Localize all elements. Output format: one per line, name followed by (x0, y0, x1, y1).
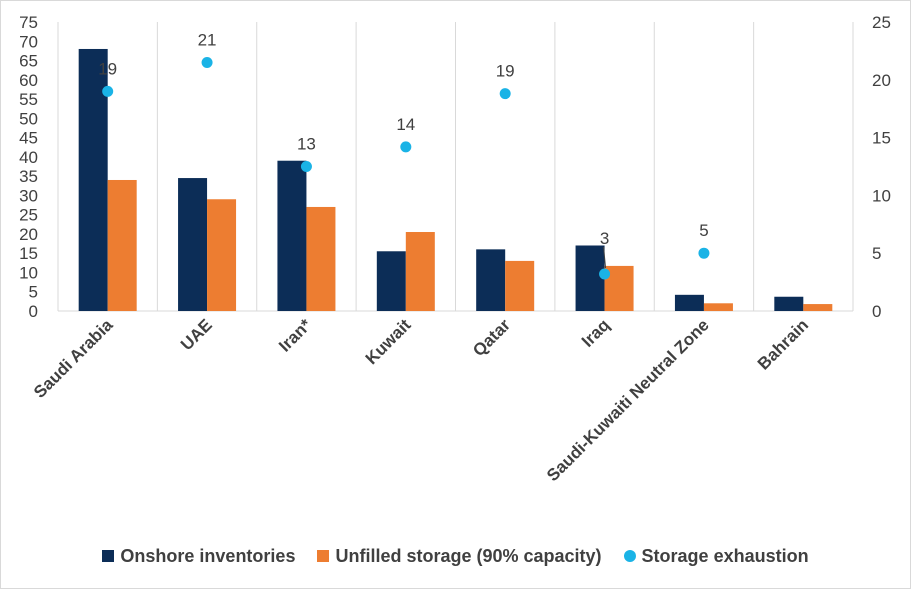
data-label-storage-exhaustion: 13 (297, 135, 316, 154)
legend-swatch-unfilled (317, 550, 330, 562)
bar-onshore-inventories (674, 294, 704, 311)
category-axis-labels: Saudi Arabia UAE Iran* Kuwait Qatar IraqSaudi… (30, 315, 812, 485)
data-label-storage-exhaustion: 3 (600, 229, 609, 248)
legend-item-exhaustion: Storage exhaustion (623, 545, 809, 567)
data-label-storage-exhaustion: 19 (496, 62, 515, 81)
data-label-leader-line (603, 246, 607, 269)
left-axis-tick-label: 40 (19, 148, 38, 167)
bar-unfilled-storage (405, 232, 435, 311)
left-axis-tick-label: 20 (19, 225, 38, 244)
bar-onshore-inventories (575, 245, 605, 311)
legend-label-exhaustion: Storage exhaustion (641, 545, 809, 566)
category-label: Iraq (578, 315, 613, 350)
category-label: Iran* (275, 315, 315, 355)
left-axis-tick-label: 35 (19, 167, 38, 186)
left-axis-tick-label: 5 (29, 283, 38, 302)
legend-swatch-onshore (102, 550, 115, 562)
left-axis-tick-label: 70 (19, 32, 38, 51)
scatter-series (102, 56, 710, 280)
category-label: UAE (177, 315, 216, 354)
right-axis-tick-label: 5 (872, 244, 881, 263)
storage-exhaustion-point (102, 85, 114, 97)
bar-unfilled-storage (306, 206, 336, 311)
bar-unfilled-storage (107, 179, 137, 311)
category-label: Qatar (469, 315, 514, 360)
data-label-storage-exhaustion: 14 (396, 115, 415, 134)
right-axis-tick-label: 10 (872, 186, 891, 205)
bar-unfilled-storage (505, 260, 535, 311)
bar-unfilled-storage (703, 303, 733, 311)
category-label: Kuwait (362, 315, 415, 368)
left-axis-tick-label: 50 (19, 109, 38, 128)
data-label-storage-exhaustion: 21 (198, 30, 217, 49)
right-axis-tick-labels: 0 5 10 15 20 25 (872, 13, 891, 321)
storage-exhaustion-point (599, 268, 611, 280)
left-axis-tick-label: 10 (19, 263, 38, 282)
data-label-storage-exhaustion: 5 (699, 221, 708, 240)
legend-item-onshore: Onshore inventories (102, 546, 295, 567)
category-label: Saudi Arabia (30, 315, 117, 402)
right-axis-tick-label: 20 (872, 71, 891, 90)
legend: Onshore inventories Unfilled storage (90… (0, 543, 911, 569)
left-axis-tick-label: 25 (19, 206, 38, 225)
legend-item-unfilled: Unfilled storage (90% capacity) (317, 545, 602, 567)
right-axis-tick-label: 15 (872, 129, 891, 148)
category-label: Saudi-Kuwaiti Neutral Zone (543, 315, 713, 485)
grid-lines (57, 22, 854, 312)
left-axis-tick-label: 15 (19, 244, 38, 263)
data-label-storage-exhaustion: 19 (98, 59, 117, 78)
legend-label-onshore: Onshore inventories (120, 545, 296, 566)
left-axis-tick-label: 55 (19, 90, 38, 109)
bar-onshore-inventories (376, 251, 406, 311)
legend-label-unfilled: Unfilled storage (90% capacity) (335, 545, 602, 566)
bar-unfilled-storage (207, 199, 237, 311)
left-axis-tick-label: 60 (19, 71, 38, 90)
storage-exhaustion-point (300, 161, 312, 172)
storage-exhaustion-point (698, 247, 710, 259)
category-label: Bahrain (754, 315, 812, 373)
storage-exhaustion-point (499, 88, 511, 100)
left-axis-tick-label: 65 (19, 52, 38, 71)
left-axis-tick-label: 30 (19, 186, 38, 205)
left-axis-tick-label: 0 (29, 302, 38, 321)
bar-onshore-inventories (476, 249, 506, 311)
bar-onshore-inventories (774, 296, 804, 311)
left-axis-tick-label: 75 (19, 13, 38, 32)
storage-exhaustion-point (400, 141, 412, 153)
bar-onshore-inventories (277, 160, 307, 311)
left-axis-tick-label: 45 (19, 129, 38, 148)
data-labels: 19 21 13 14 19 3 5 (98, 30, 709, 269)
right-axis-tick-label: 0 (872, 302, 881, 321)
storage-exhaustion-point (201, 56, 213, 68)
bar-unfilled-storage (803, 304, 833, 311)
legend-marker-exhaustion (623, 550, 636, 562)
right-axis-tick-label: 25 (872, 13, 891, 32)
bar-onshore-inventories (178, 178, 208, 311)
